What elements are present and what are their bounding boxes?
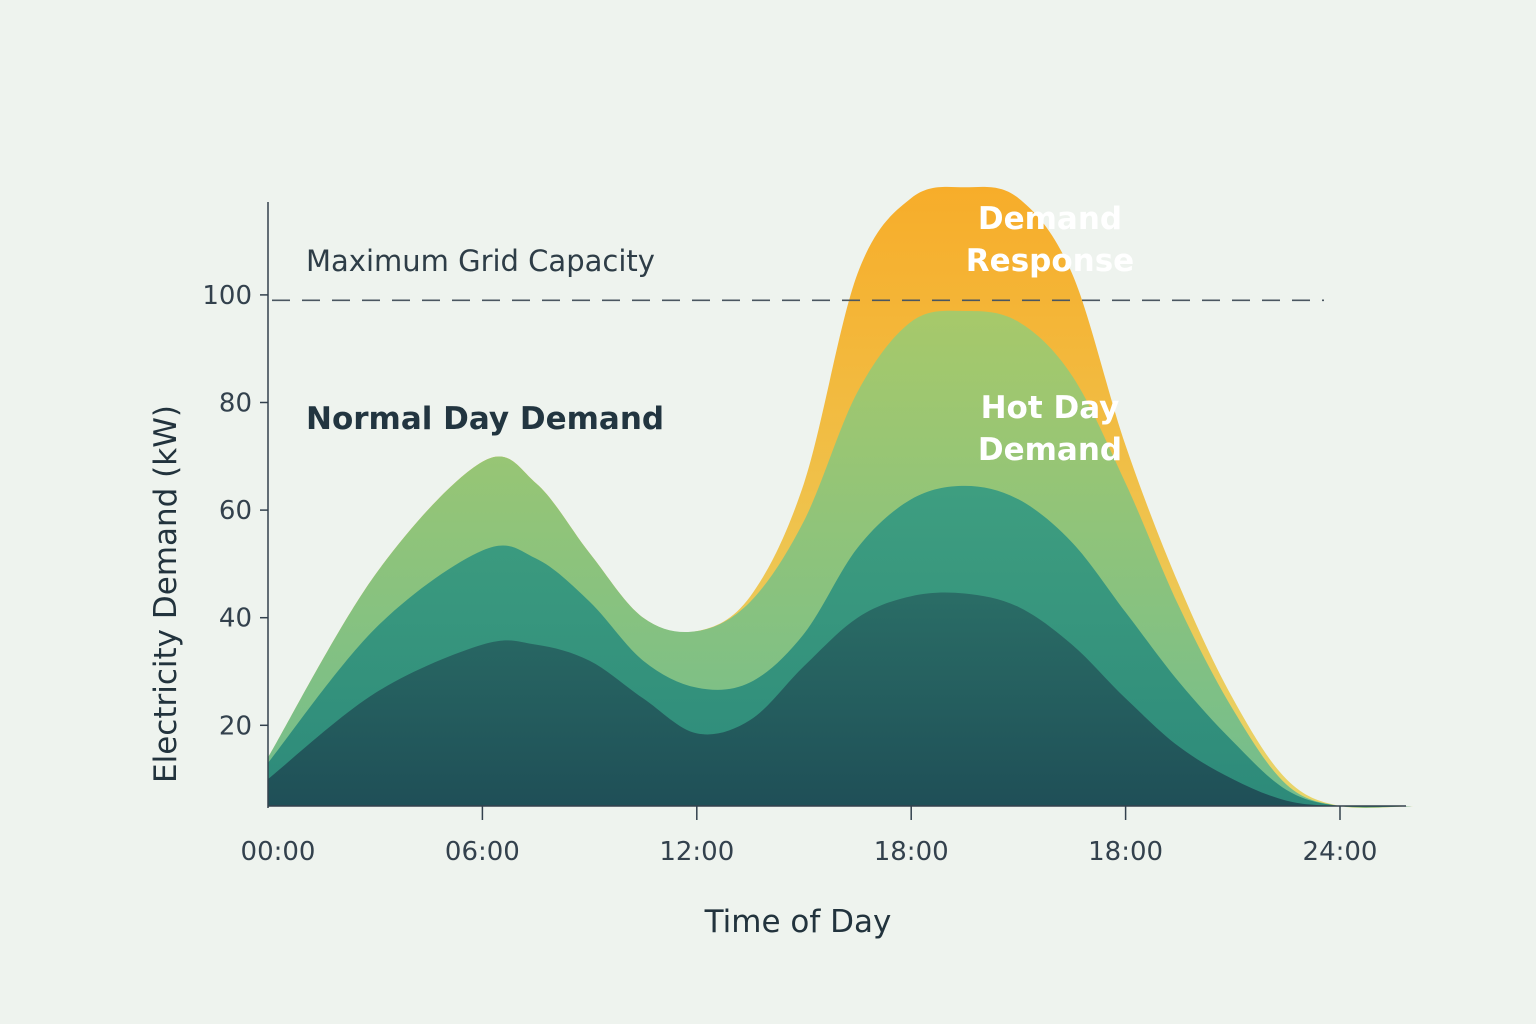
y-axis-title: Electricity Demand (kW) [148,405,184,783]
x-tick-label: 00:00 [241,837,316,867]
y-axis-ticks: 20 40 60 80 100 [202,281,268,741]
x-tick-label: 06:00 [445,837,520,867]
normal-day-label: Normal Day Demand [306,401,664,437]
y-tick-label: 20 [219,711,252,741]
y-tick-label: 60 [219,496,252,526]
x-tick-label: 18:00 [1088,837,1163,867]
x-tick-label: 18:00 [874,837,949,867]
x-axis-ticks: 00:00 06:00 12:00 18:00 18:00 24:00 [241,806,1378,867]
y-tick-label: 100 [202,281,252,311]
hot-day-label-line1: Hot Day [981,390,1120,426]
y-tick-label: 80 [219,389,252,419]
max-capacity-label: Maximum Grid Capacity [306,244,655,278]
area-series-group [268,186,1416,808]
y-tick-label: 40 [219,604,252,634]
x-tick-label: 12:00 [659,837,734,867]
demand-response-label-line2: Response [966,243,1134,279]
x-tick-label: 24:00 [1303,837,1378,867]
hot-day-label-line2: Demand [978,432,1122,468]
x-axis-title: Time of Day [704,904,892,940]
demand-response-label-line1: Demand [978,201,1122,237]
area-series-4 [268,592,1416,807]
